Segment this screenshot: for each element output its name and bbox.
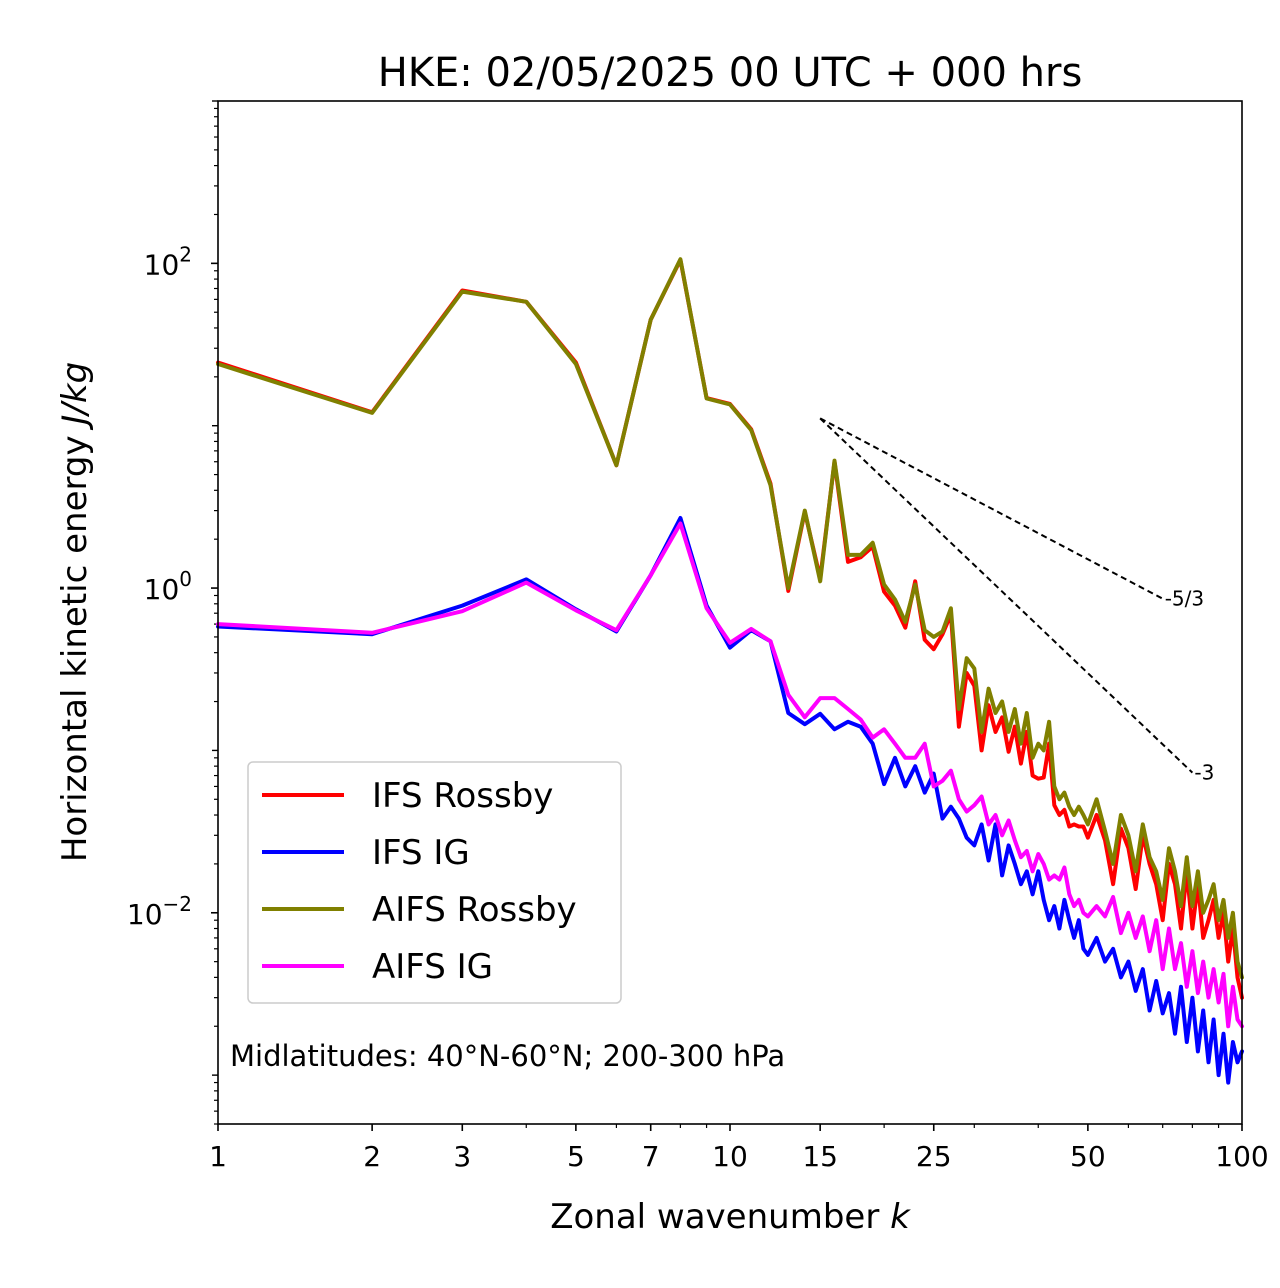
- legend-label: IFS Rossby: [372, 776, 553, 816]
- reference-line: [819, 417, 1164, 600]
- region-annotation: Midlatitudes: 40°N-60°N; 200-300 hPa: [230, 1039, 785, 1073]
- y-axis-label: Horizontal kinetic energy J/kg: [55, 362, 95, 862]
- x-tick-label: 5: [567, 1140, 585, 1173]
- x-tick-label: 3: [453, 1140, 471, 1173]
- x-tick-label: 1: [209, 1140, 227, 1173]
- reference-slope-lines: -5/3 -3: [819, 417, 1214, 785]
- x-tick-label: 100: [1215, 1140, 1268, 1173]
- x-tick-label: 7: [642, 1140, 660, 1173]
- legend-label: AIFS IG: [372, 947, 493, 987]
- series-line-aifs-rossby: [216, 257, 1244, 980]
- legend: IFS Rossby IFS IG AIFS Rossby AIFS IG: [247, 761, 622, 1004]
- series-line-aifs-ig: [216, 521, 1244, 1029]
- reference-line: [819, 417, 1194, 774]
- x-tick-label: 50: [1070, 1140, 1106, 1173]
- legend-label: AIFS Rossby: [372, 890, 577, 930]
- axes-ticks: 1 2 3 5 7 10 15 25 50 100 102 100 10−2: [127, 100, 1269, 1173]
- plot-frame: [217, 100, 1243, 1125]
- x-axis-label-text: Zonal wavenumber: [550, 1197, 890, 1237]
- legend-box: [247, 761, 622, 1004]
- y-axis-label-unit: J/kg: [55, 362, 95, 431]
- y-axis-label-text: Horizontal kinetic energy: [55, 425, 95, 863]
- legend-label: IFS IG: [372, 833, 470, 873]
- x-tick-label: 25: [916, 1140, 952, 1173]
- y-tick-label: 100: [144, 567, 192, 606]
- y-tick-label: 10−2: [127, 892, 192, 931]
- reference-line-label: -3: [1194, 761, 1214, 785]
- x-tick-label: 15: [802, 1140, 838, 1173]
- chart-title: HKE: 02/05/2025 00 UTC + 000 hrs: [378, 50, 1083, 96]
- reference-line-label: -5/3: [1165, 587, 1204, 611]
- x-axis-label: Zonal wavenumber k: [550, 1197, 911, 1237]
- series-line-ifs-ig: [216, 516, 1244, 1085]
- x-axis-label-symbol: k: [890, 1197, 911, 1237]
- x-tick-label: 2: [363, 1140, 381, 1173]
- x-tick-label: 10: [712, 1140, 748, 1173]
- series-lines: [216, 257, 1244, 1085]
- y-tick-label: 102: [144, 242, 192, 281]
